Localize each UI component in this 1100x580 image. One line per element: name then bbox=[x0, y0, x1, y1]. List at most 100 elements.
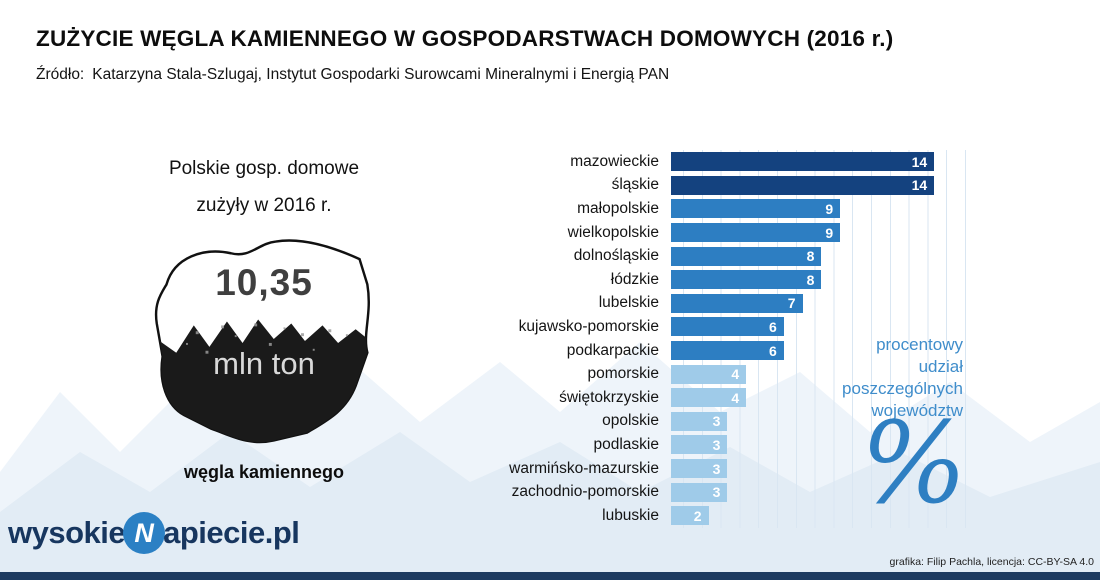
bar-category-label: warmińsko-mazurskie bbox=[509, 459, 659, 477]
bar-row: śląskie 14 bbox=[455, 174, 967, 198]
header: ZUŻYCIE WĘGLA KAMIENNEGO W GOSPODARSTWAC… bbox=[0, 0, 1100, 118]
annotation-line: województw bbox=[871, 401, 963, 420]
bar-row: wielkopolskie 9 bbox=[455, 221, 967, 245]
poland-map-icon bbox=[154, 239, 370, 444]
bar: 7 bbox=[671, 293, 803, 313]
bar: 3 bbox=[671, 435, 728, 455]
bar-row: warmińsko-mazurskie 3 bbox=[455, 457, 967, 481]
bar-value-label: 9 bbox=[825, 224, 834, 241]
bar-value-label: 14 bbox=[911, 177, 928, 194]
bar-track: 3 bbox=[671, 435, 953, 455]
bar-value-label: 2 bbox=[693, 507, 702, 524]
bar: 4 bbox=[671, 364, 747, 384]
bar: 8 bbox=[671, 270, 822, 290]
source-line: Źródło: Katarzyna Stala-Szlugaj, Instytut… bbox=[36, 66, 669, 84]
bar-category-label: kujawsko-pomorskie bbox=[518, 317, 659, 335]
intro-line-1: Polskie gosp. domowe bbox=[168, 158, 360, 179]
bar-category-label: pomorskie bbox=[587, 365, 660, 383]
bar-track: 8 bbox=[671, 270, 953, 290]
bar-value-label: 4 bbox=[731, 389, 740, 406]
bar-row: łódzkie 8 bbox=[455, 268, 967, 292]
bar-category-label: lubuskie bbox=[602, 506, 659, 524]
bar-value-label: 9 bbox=[825, 200, 834, 217]
bar-value-label: 3 bbox=[712, 413, 721, 430]
bar: 3 bbox=[671, 482, 728, 502]
bar: 14 bbox=[671, 152, 935, 172]
bar-track: 2 bbox=[671, 506, 953, 526]
bar-chart: mazowieckie 14 śląskie 14 małopolskie 9 wielko… bbox=[455, 150, 967, 530]
intro-text: Polskie gosp. domowe zużyły w 2016 r. bbox=[118, 150, 410, 224]
bar-row: małopolskie 9 bbox=[455, 197, 967, 221]
bar-row: świętokrzyskie 4 bbox=[455, 386, 967, 410]
bar-value-label: 3 bbox=[712, 484, 721, 501]
bar: 6 bbox=[671, 317, 784, 337]
bar-row: podkarpackie 6 bbox=[455, 339, 967, 363]
bar-track: 9 bbox=[671, 223, 953, 243]
bar-category-label: małopolskie bbox=[577, 199, 659, 217]
bar-category-label: podlaskie bbox=[593, 435, 660, 453]
bar-value-label: 4 bbox=[731, 366, 740, 383]
bar-category-label: zachodnio-pomorskie bbox=[511, 483, 659, 501]
bar-track: 14 bbox=[671, 175, 953, 195]
total-unit: mln ton bbox=[213, 346, 315, 381]
bar-category-label: śląskie bbox=[611, 176, 659, 194]
bar-category-label: wielkopolskie bbox=[567, 223, 659, 241]
bar-row: pomorskie 4 bbox=[455, 362, 967, 386]
bar-track: 9 bbox=[671, 199, 953, 219]
map-texture-dots bbox=[186, 323, 348, 354]
bar-track: 6 bbox=[671, 317, 953, 337]
credit-text: grafika: Filip Pachla, licencja: CC-BY-S… bbox=[889, 556, 1094, 568]
bar-category-label: mazowieckie bbox=[570, 152, 659, 170]
page-title: ZUŻYCIE WĘGLA KAMIENNEGO W GOSPODARSTWAC… bbox=[36, 26, 894, 51]
source-label: Źródło: bbox=[36, 66, 85, 83]
bar-track: 6 bbox=[671, 341, 953, 361]
bar-category-label: podkarpackie bbox=[566, 341, 659, 359]
site-logo: wysokie N apiecie.pl bbox=[8, 512, 300, 554]
annotation-line: udział bbox=[918, 357, 963, 376]
bar-row: podlaskie 3 bbox=[455, 433, 967, 457]
bar-track: 4 bbox=[671, 364, 953, 384]
bar: 9 bbox=[671, 199, 841, 219]
bar-row: dolnośląskie 8 bbox=[455, 244, 967, 268]
chart-annotation: procentowy udział poszczególnych wojewód… bbox=[842, 334, 963, 422]
bar-value-label: 6 bbox=[769, 318, 777, 335]
bar-row: kujawsko-pomorskie 6 bbox=[455, 315, 967, 339]
poland-map-figure: 10,35 mln ton bbox=[118, 224, 410, 458]
intro-line-2: zużyły w 2016 r. bbox=[196, 195, 332, 216]
bar-value-label: 3 bbox=[712, 436, 721, 453]
percent-symbol: % bbox=[860, 399, 967, 529]
bar-category-label: dolnośląskie bbox=[573, 247, 659, 265]
source-text: Katarzyna Stala-Szlugaj, Instytut Gospod… bbox=[92, 66, 670, 83]
bar-value-label: 7 bbox=[787, 295, 796, 312]
bar-row: lubuskie 2 bbox=[455, 504, 967, 528]
bar: 9 bbox=[671, 223, 841, 243]
bar-track: 3 bbox=[671, 459, 953, 479]
bar: 3 bbox=[671, 459, 728, 479]
bar-row: opolskie 3 bbox=[455, 410, 967, 434]
bar: 8 bbox=[671, 246, 822, 266]
bar-track: 3 bbox=[671, 482, 953, 502]
bottom-strip bbox=[0, 572, 1100, 580]
bar-value-label: 6 bbox=[769, 342, 777, 359]
bar: 6 bbox=[671, 341, 784, 361]
bar-track: 7 bbox=[671, 293, 953, 313]
bar-track: 4 bbox=[671, 388, 953, 408]
bar-rows: mazowieckie 14 śląskie 14 małopolskie 9 wielko… bbox=[455, 150, 967, 528]
bar-track: 14 bbox=[671, 152, 953, 172]
bar-row: lubelskie 7 bbox=[455, 292, 967, 316]
bar: 4 bbox=[671, 388, 747, 408]
total-amount: 10,35 bbox=[215, 262, 313, 303]
annotation-line: procentowy bbox=[876, 335, 963, 354]
logo-n-icon: N bbox=[123, 512, 166, 554]
bar-value-label: 8 bbox=[806, 271, 815, 288]
bar-category-label: łódzkie bbox=[610, 270, 659, 288]
bar-track: 3 bbox=[671, 411, 953, 431]
annotation-line: poszczególnych bbox=[842, 379, 963, 398]
bar-track: 8 bbox=[671, 246, 953, 266]
bar: 14 bbox=[671, 175, 935, 195]
bar: 3 bbox=[671, 411, 728, 431]
bar-value-label: 8 bbox=[806, 248, 815, 265]
logo-prefix: wysokie bbox=[8, 515, 126, 550]
bar-category-label: świętokrzyskie bbox=[559, 388, 659, 406]
bar-category-label: lubelskie bbox=[598, 294, 659, 312]
